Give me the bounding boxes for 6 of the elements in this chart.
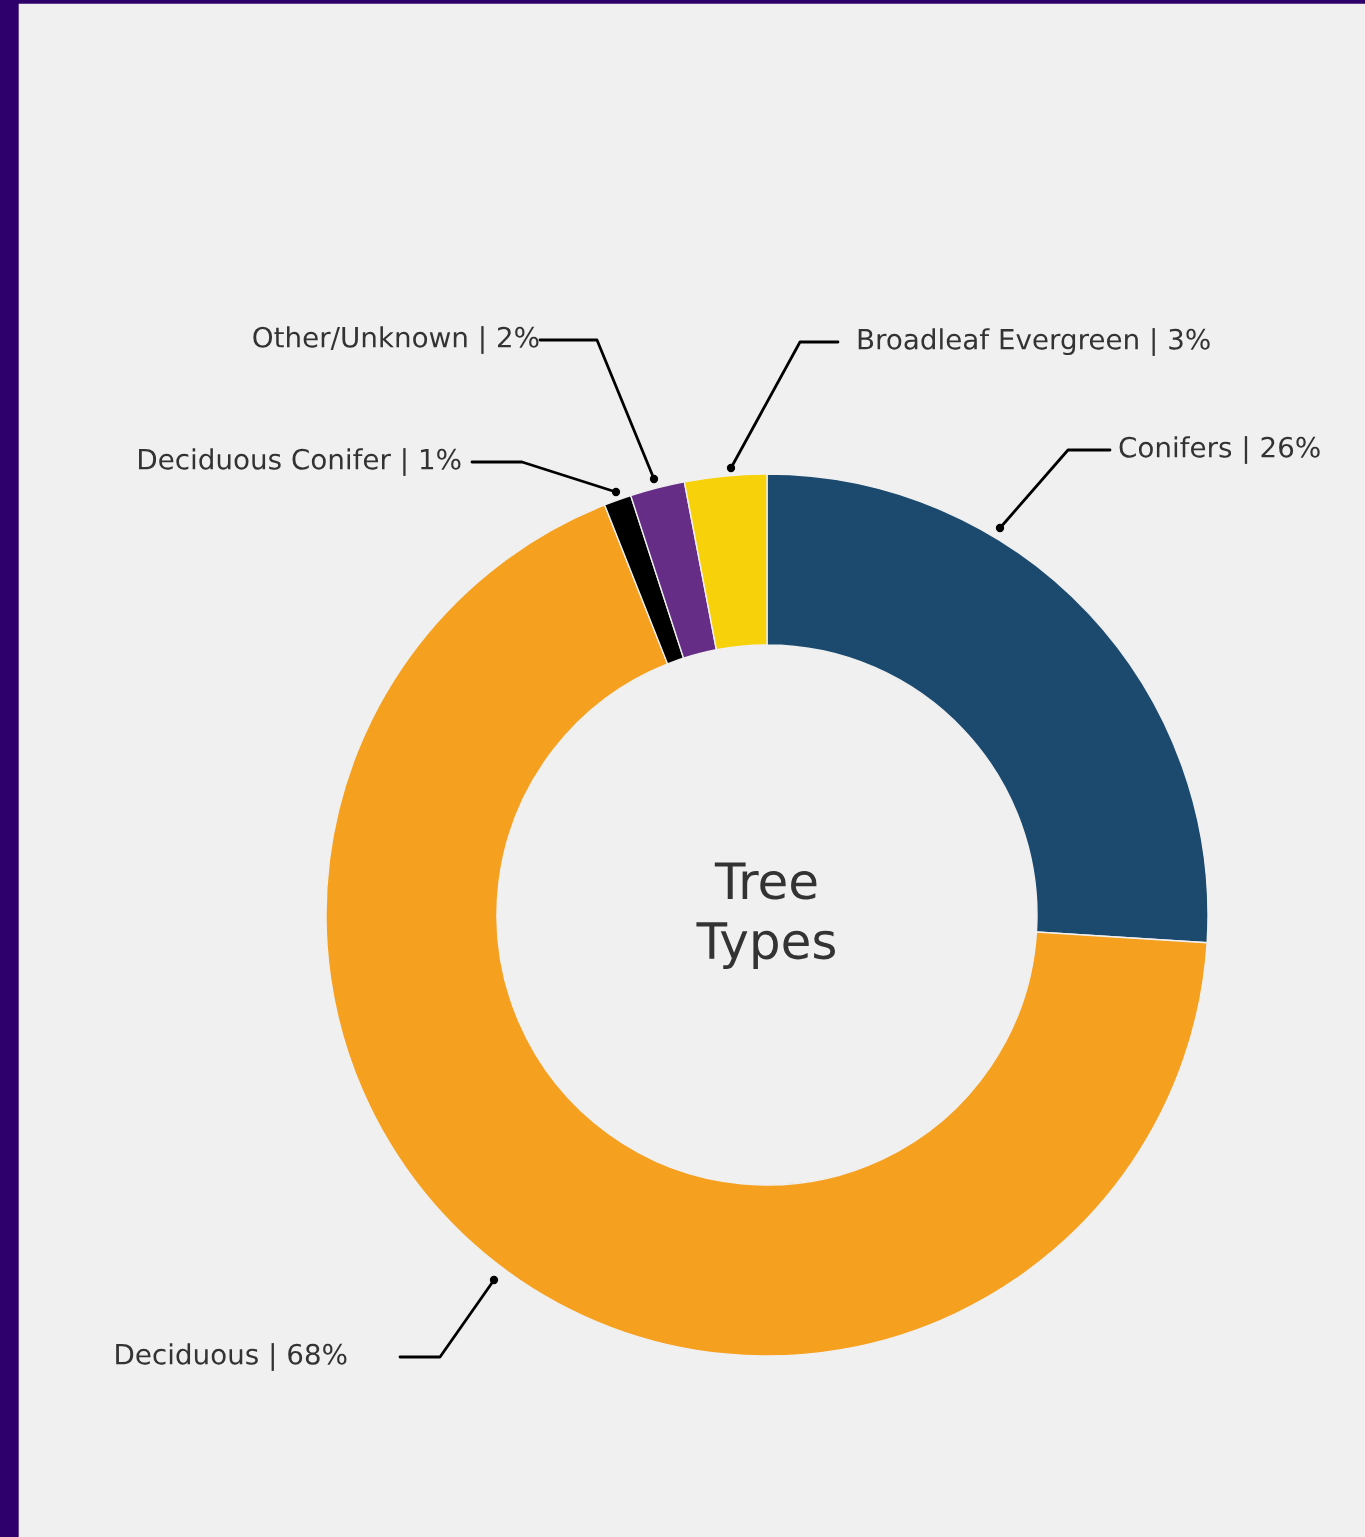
slice-label: Deciduous | 68% <box>116 1343 347 1371</box>
slice-label: Broadleaf Evergreen | 3% <box>858 328 1210 356</box>
slice-label: Deciduous Conifer | 1% <box>139 448 461 476</box>
slice-label: Conifers | 26% <box>1119 436 1320 464</box>
text: Tree Types <box>696 862 835 970</box>
slice-label: Other/Unknown | 2% <box>253 326 539 354</box>
